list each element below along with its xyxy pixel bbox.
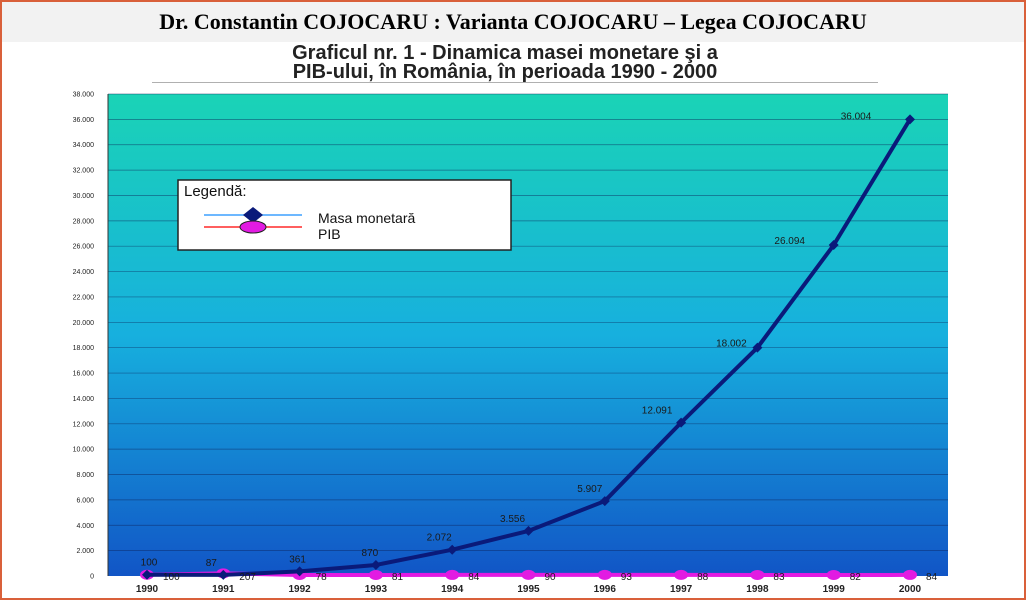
- data-label-masa-monetara: 100: [141, 558, 158, 569]
- series-layer: [140, 114, 917, 581]
- legend-diamond-icon: [243, 207, 263, 223]
- point-pib: [674, 569, 689, 580]
- data-label-pib: 100: [163, 572, 180, 583]
- y-tick-label: 20.000: [73, 320, 95, 327]
- legend: Legendă: Masa monetară PIB: [177, 179, 512, 251]
- legend-label-masa: Masa monetară: [318, 210, 415, 226]
- data-label-masa-monetara: 3.556: [500, 514, 525, 525]
- y-tick-label: 10.000: [73, 447, 95, 454]
- y-tick-label: 16.000: [73, 371, 95, 378]
- point-masa-monetara: [370, 559, 381, 570]
- data-label-pib: 84: [468, 572, 480, 583]
- legend-label-pib: PIB: [318, 226, 341, 242]
- y-tick-label: 36.000: [73, 117, 95, 124]
- data-label-masa-monetara: 26.094: [774, 236, 805, 247]
- data-label-masa-monetara: 870: [362, 548, 379, 559]
- data-label-masa-monetara: 361: [289, 554, 306, 565]
- point-masa-monetara: [752, 342, 763, 353]
- plot-area: [108, 94, 948, 576]
- point-pib: [750, 569, 765, 580]
- x-tick-label: 2000: [899, 584, 922, 595]
- chart-title-line-1: Graficul nr. 1 - Dinamica masei monetare…: [292, 42, 718, 64]
- point-masa-monetara: [905, 114, 915, 125]
- x-tick-label: 1991: [212, 584, 235, 595]
- point-masa-monetara: [294, 566, 305, 577]
- y-tick-label: 22.000: [73, 294, 95, 301]
- point-masa-monetara: [676, 417, 687, 428]
- point-masa-monetara: [447, 544, 458, 555]
- x-tick-label: 1992: [288, 584, 311, 595]
- point-masa-monetara: [523, 525, 534, 536]
- point-pib: [597, 569, 612, 580]
- data-label-masa-monetara: 18.002: [716, 339, 747, 350]
- y-tick-label: 28.000: [73, 218, 95, 225]
- data-label-pib: 83: [773, 572, 785, 583]
- x-tick-label: 1993: [365, 584, 388, 595]
- title-underline: [152, 82, 878, 83]
- data-label-pib: 207: [239, 572, 256, 583]
- data-label-masa-monetara: 5.907: [577, 484, 602, 495]
- data-label-pib: 78: [316, 572, 328, 583]
- x-tick-label: 1997: [670, 584, 693, 595]
- legend-circle-icon: [239, 220, 267, 234]
- data-label-masa-monetara: 12.091: [642, 406, 673, 417]
- chart-title-line-2: PIB-ului, în România, în perioada 1990 -…: [292, 61, 718, 83]
- y-axis: 0 2.000 4.000 6.000 8.000 10.000 12.000 14.000 1…: [73, 92, 109, 581]
- y-tick-label: 32.000: [73, 168, 95, 175]
- legend-title: Legendă:: [184, 183, 247, 200]
- point-masa-monetara: [599, 496, 610, 507]
- y-tick-label: 38.000: [73, 92, 95, 99]
- y-tick-label: 2.000: [76, 548, 94, 555]
- point-pib: [368, 569, 383, 580]
- data-labels: 100 87 361 870 2.072 3.556 5.907 12.091 18.002 26…: [141, 111, 938, 583]
- point-masa-monetara: [218, 569, 229, 580]
- chart-title: Graficul nr. 1 - Dinamica masei monetare…: [132, 42, 878, 83]
- x-tick-label: 1990: [136, 584, 159, 595]
- x-tick-label: 1994: [441, 584, 464, 595]
- point-masa-monetara: [142, 569, 152, 580]
- data-label-pib: 93: [621, 572, 633, 583]
- x-tick-label: 1998: [746, 584, 769, 595]
- data-label-pib: 84: [926, 572, 938, 583]
- point-pib: [903, 569, 917, 580]
- point-pib: [521, 569, 536, 580]
- y-tick-label: 18.000: [73, 345, 95, 352]
- y-tick-label: 24.000: [73, 269, 95, 276]
- y-tick-label: 12.000: [73, 421, 95, 428]
- x-tick-label: 1999: [823, 584, 846, 595]
- data-label-masa-monetara: 36.004: [841, 111, 872, 122]
- x-tick-label: 1996: [594, 584, 617, 595]
- point-pib: [826, 569, 841, 580]
- y-tick-label: 8.000: [76, 472, 94, 479]
- data-label-masa-monetara: 87: [206, 558, 218, 569]
- slide-header: Dr. Constantin COJOCARU : Varianta COJOC…: [2, 2, 1024, 42]
- y-tick-label: 0: [90, 574, 94, 581]
- y-tick-label: 26.000: [73, 244, 95, 251]
- data-label-pib: 90: [545, 572, 557, 583]
- y-tick-label: 30.000: [73, 193, 95, 200]
- x-axis: 1990 1991 1992 1993 1994 1995 1996 1997 1998 1999…: [136, 584, 922, 595]
- x-tick-label: 1995: [517, 584, 540, 595]
- data-label-masa-monetara: 2.072: [427, 533, 452, 544]
- data-label-pib: 81: [392, 572, 404, 583]
- point-masa-monetara: [828, 240, 839, 251]
- y-tick-label: 6.000: [76, 497, 94, 504]
- y-tick-label: 14.000: [73, 396, 95, 403]
- y-tick-label: 34.000: [73, 142, 95, 149]
- y-tick-label: 4.000: [76, 523, 94, 530]
- point-pib: [445, 569, 460, 580]
- data-label-pib: 88: [697, 572, 709, 583]
- data-label-pib: 82: [850, 572, 862, 583]
